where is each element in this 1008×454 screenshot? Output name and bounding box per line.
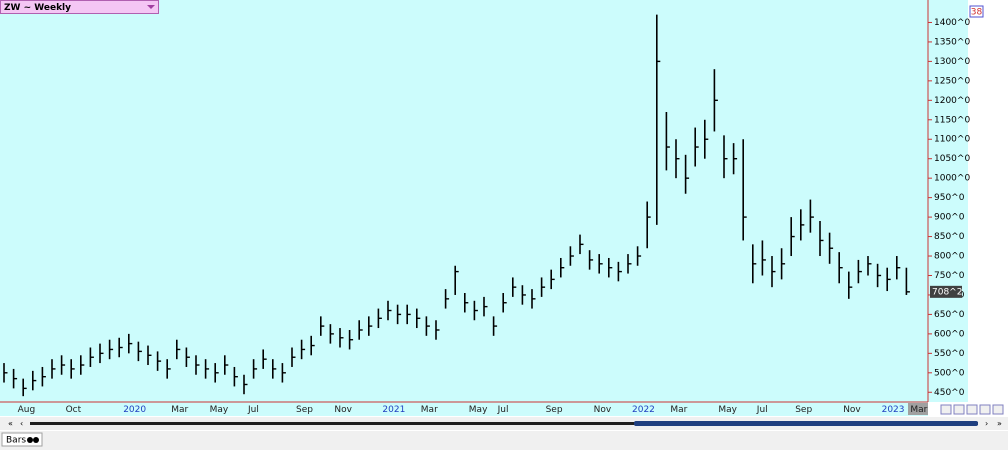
y-tick-label: 650^0 [934,310,965,320]
x-axis-area [0,402,928,416]
current-period-box [908,403,928,415]
x-tick-label: May [718,405,737,415]
scroll-thumb[interactable] [634,421,978,426]
x-tick-label: Nov [334,405,352,415]
x-tick-label: 2022 [632,405,655,415]
y-tick-label: 550^0 [934,349,965,359]
y-tick-label: 1350^0 [934,37,970,47]
x-tick-label: 2021 [382,405,405,415]
status-bar [0,431,1008,450]
tool-button[interactable] [966,404,978,415]
x-tick-label: Nov [594,405,612,415]
plot-area [0,0,928,402]
x-tick-label: Sep [795,405,812,415]
y-tick-label: 1050^0 [934,154,970,164]
style-tab[interactable] [1,432,43,447]
y-tick-label: 1250^0 [934,76,970,86]
y-tick-label: 450^0 [934,388,965,398]
y-tick-label: 900^0 [934,213,965,223]
style-icon [33,437,39,443]
x-tick-label: Nov [843,405,861,415]
y-tick-label: 1150^0 [934,115,970,125]
style-label: Bars [6,436,26,446]
tool-button[interactable] [940,404,952,415]
y-tick-label: 1300^0 [934,57,970,67]
y-tick-label: 800^0 [934,252,965,262]
toolbar-buttons [940,404,1004,415]
x-tick-label: Mar [910,405,927,415]
tool-button[interactable] [992,404,1004,415]
x-tick-label: May [210,405,229,415]
y-tick-label: 1100^0 [934,135,970,145]
dropdown-arrow [147,5,155,9]
y-tick-label: 600^0 [934,329,965,339]
y-tick-label: 1400^0 [934,18,970,28]
y-tick-label: 950^0 [934,193,965,203]
x-tick-label: Mar [421,405,438,415]
symbol-selector[interactable] [0,0,159,14]
tool-button[interactable] [953,404,965,415]
x-tick-label: Sep [546,405,563,415]
x-tick-label: Jul [247,405,259,415]
y-tick-label: 1200^0 [934,96,970,106]
x-tick-label: Mar [171,405,188,415]
last-price-label: 708^2 [932,287,962,297]
scroll-range [30,422,978,425]
badge: 38 [971,8,983,18]
x-tick-label: Mar [670,405,687,415]
x-tick-label: 2023 [882,405,905,415]
x-tick-label: Oct [66,405,82,415]
scroll-left[interactable]: ‹ [20,419,23,428]
last-price-box [930,285,962,298]
x-tick-label: Sep [296,405,313,415]
style-icon [27,437,33,443]
x-tick-label: 2020 [123,405,146,415]
x-tick-label: Jul [756,405,768,415]
scroll-last[interactable]: » [997,419,1002,428]
chart-title: ZW ~ Weekly [4,3,71,13]
badge-box [969,5,984,18]
x-tick-label: Jul [497,405,509,415]
tool-button[interactable] [979,404,991,415]
y-axis-area [928,0,968,402]
y-tick-label: 750^0 [934,271,965,281]
y-tick-label: 500^0 [934,368,965,378]
y-tick-label: 850^0 [934,232,965,242]
scroll-right[interactable]: › [985,419,988,428]
x-tick-label: May [469,405,488,415]
scroll-first[interactable]: « [8,419,13,428]
x-tick-label: Aug [18,405,36,415]
y-tick-label: 1000^0 [934,174,970,184]
